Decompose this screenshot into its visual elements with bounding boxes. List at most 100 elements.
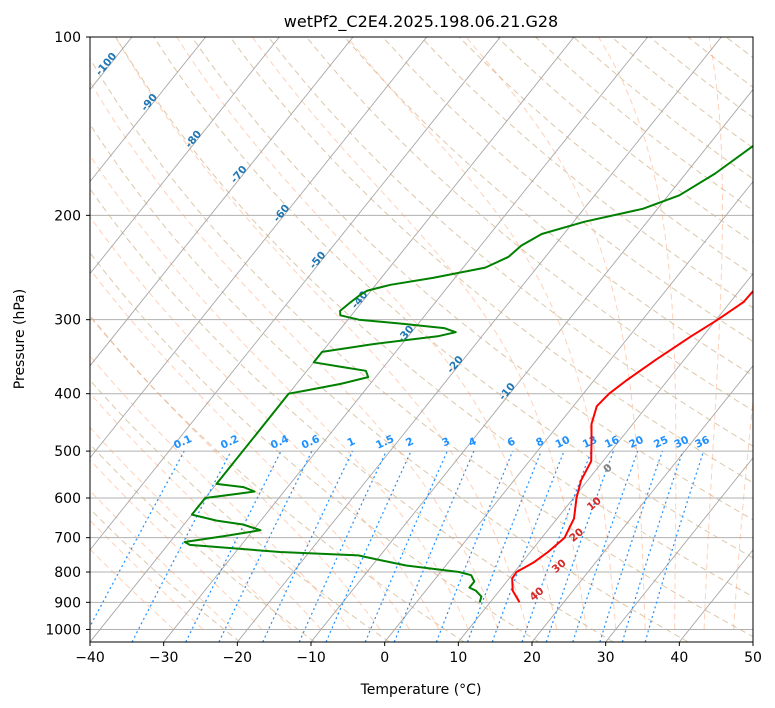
isotherm-line	[384, 180, 753, 642]
mixing-ratio-label: 8	[534, 435, 546, 449]
chart-title: wetPf2_C2E4.2025.198.06.21.G28	[284, 12, 558, 32]
isotherm-line	[90, 37, 501, 551]
isotherm-line	[310, 88, 753, 642]
mixing-ratio-line	[364, 450, 448, 642]
x-axis-ticks: −40 −30 −20 −10 0 10 20 30 40 50	[75, 642, 762, 666]
y-tick-label: 400	[54, 387, 81, 403]
x-tick-label: 40	[670, 650, 688, 666]
mixing-ratio-line	[466, 450, 542, 642]
y-tick-label: 300	[54, 313, 81, 329]
mixing-ratio-label: 30	[672, 434, 690, 451]
y-tick-label: 100	[54, 30, 81, 46]
moist-adiabat-line	[733, 396, 753, 630]
dry-adiabat-line	[90, 188, 614, 642]
x-axis-label: Temperature (°C)	[360, 682, 482, 698]
moist-adiabat-line	[90, 519, 204, 630]
mixing-ratio-line	[572, 450, 639, 642]
sounding-profiles	[183, 144, 753, 603]
dry-adiabat-line	[90, 252, 540, 642]
x-tick-label: 0	[380, 650, 389, 666]
mixing-ratio-line	[298, 450, 387, 642]
moist-adiabat-line	[251, 37, 587, 630]
x-tick-label: −10	[296, 650, 326, 666]
mixing-ratio-line	[262, 450, 354, 642]
y-tick-label: 1000	[45, 622, 81, 638]
dry-adiabat-line	[764, 37, 775, 642]
mixing-ratio-line	[521, 450, 592, 642]
mixing-ratio-line	[185, 450, 282, 642]
isotherm-line	[90, 37, 207, 183]
dry-adiabat-line	[90, 443, 315, 642]
x-tick-label: 20	[523, 650, 541, 666]
moist-adiabat-line	[598, 37, 677, 630]
mixing-ratio-label: 2	[404, 435, 416, 449]
moist-adiabat-line	[346, 37, 617, 630]
dry-adiabat-line	[344, 37, 753, 377]
isotherms	[90, 37, 753, 642]
moist-adiabat-line	[115, 37, 528, 630]
moist-adiabat-line	[90, 268, 410, 630]
isotherm-line	[90, 37, 354, 367]
dry-adiabat-line	[306, 37, 753, 412]
mixing-ratio-lines	[90, 450, 705, 642]
isotherm-line	[236, 37, 722, 642]
moist-adiabat-line	[90, 154, 469, 630]
mixing-ratio-label: 1	[345, 435, 357, 449]
mixing-ratio-line	[218, 450, 313, 642]
moist-adiabats	[90, 37, 753, 630]
mixing-ratio-line	[393, 450, 475, 642]
y-tick-label: 600	[54, 491, 81, 507]
dry-adiabat-line	[267, 37, 753, 447]
y-axis-ticks: 100 200 300 400 500 600 700 800 900 1000	[45, 30, 90, 638]
y-axis-label: Pressure (hPa)	[12, 289, 28, 389]
mixing-ratio-label: 25	[652, 434, 670, 451]
plot-background	[90, 37, 753, 642]
mixing-ratio-line	[90, 450, 185, 628]
mixing-ratio-line	[621, 450, 684, 642]
mixing-ratio-label: 3	[440, 435, 452, 449]
plot-frame	[89, 36, 754, 643]
dry-adiabat-line	[90, 315, 465, 642]
moist-adiabat-line	[465, 37, 646, 630]
moist-adiabat-line	[90, 489, 233, 630]
mixing-ratio-label: 6	[506, 435, 518, 449]
x-tick-label: −40	[75, 650, 105, 666]
isotherm-line	[605, 457, 753, 642]
temperature-profile-line	[511, 289, 753, 603]
dry-adiabat-line	[90, 123, 689, 642]
dry-adiabat-line	[90, 379, 390, 642]
mixing-ratio-label: 10	[554, 434, 572, 451]
isotherm-line	[90, 37, 575, 642]
moist-adiabat-line	[176, 37, 558, 630]
moist-adiabat-line	[90, 314, 381, 630]
isotherm-line	[531, 365, 753, 642]
y-tick-label: 900	[54, 595, 81, 611]
mixing-ratio-line	[435, 450, 514, 642]
mixing-ratio-line	[644, 450, 705, 642]
x-tick-label: −30	[149, 650, 179, 666]
moist-adiabat-line	[90, 80, 499, 630]
y-tick-label: 500	[54, 444, 81, 460]
isotherm-line	[752, 641, 753, 642]
y-tick-label: 200	[54, 208, 81, 224]
isotherm-line	[90, 37, 280, 275]
mixing-ratio-line	[131, 450, 232, 642]
mixing-ratio-label: 13	[581, 434, 599, 451]
mixing-ratio-label: 20	[627, 434, 645, 451]
x-tick-label: 30	[597, 650, 615, 666]
moist-adiabat-line	[90, 548, 175, 630]
moist-adiabat-line	[90, 459, 263, 630]
mixing-ratio-line	[599, 450, 663, 642]
isotherm-line	[457, 272, 753, 642]
moist-adiabat-line	[703, 37, 723, 630]
y-tick-label: 800	[54, 565, 81, 581]
dewpoint-profile-line	[183, 144, 753, 603]
x-tick-label: −20	[223, 650, 253, 666]
x-tick-label: 10	[449, 650, 467, 666]
mixing-ratio-label: 4	[467, 435, 479, 449]
mixing-ratio-line	[545, 450, 614, 642]
mixing-ratio-label: 16	[603, 434, 621, 451]
y-tick-label: 700	[54, 531, 81, 547]
mixing-ratio-label: 36	[693, 434, 711, 451]
